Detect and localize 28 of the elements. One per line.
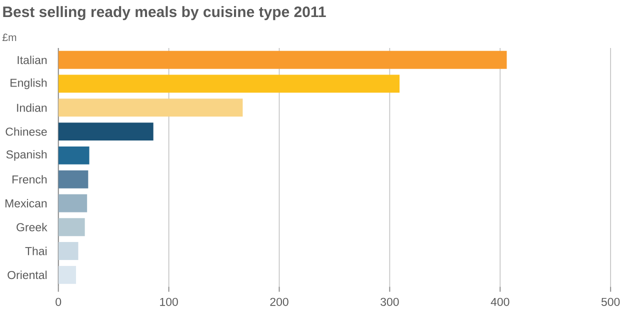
y-tick-label: French bbox=[12, 175, 47, 184]
x-tick-label: 0 bbox=[56, 298, 62, 306]
bar bbox=[58, 98, 243, 117]
bar bbox=[58, 74, 400, 93]
bar bbox=[58, 218, 85, 236]
x-tick-label: 400 bbox=[490, 298, 510, 306]
x-tick-label: 100 bbox=[160, 298, 178, 306]
bar bbox=[58, 266, 76, 284]
y-tick-label: English bbox=[10, 78, 47, 90]
y-tick-label: Indian bbox=[17, 104, 47, 112]
bar bbox=[58, 170, 88, 188]
x-tick-label: 500 bbox=[601, 298, 620, 306]
y-tick-label: Greek bbox=[16, 222, 48, 232]
bar bbox=[58, 146, 90, 165]
y-tick-label: Oriental bbox=[8, 270, 47, 280]
x-tick-label: 300 bbox=[380, 298, 399, 306]
bar bbox=[58, 194, 88, 212]
bar bbox=[58, 122, 154, 141]
y-tick-label: Chinese bbox=[6, 127, 47, 136]
y-tick-label: Thai bbox=[25, 246, 47, 256]
y-axis-title: £m bbox=[2, 34, 16, 42]
x-tick-label: 200 bbox=[270, 298, 288, 306]
bar bbox=[58, 242, 78, 260]
y-tick-label: Spanish bbox=[6, 150, 47, 161]
chart-title: Best selling ready meals by cuisine type 2011 bbox=[3, 6, 326, 20]
bar bbox=[58, 51, 507, 70]
y-tick-label: Mexican bbox=[5, 199, 47, 208]
y-tick-label: Italian bbox=[18, 56, 47, 64]
